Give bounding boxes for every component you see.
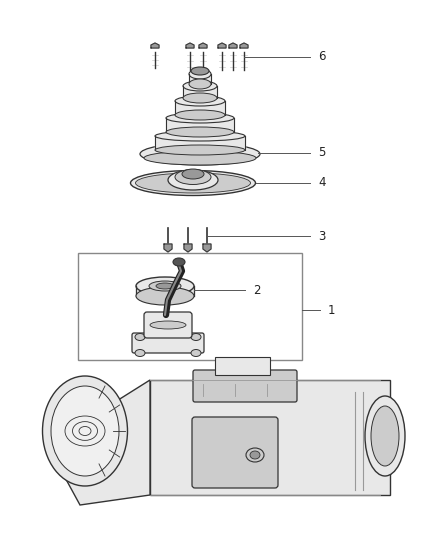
Text: 1: 1 (328, 303, 336, 317)
Ellipse shape (182, 169, 204, 179)
Polygon shape (151, 43, 159, 48)
Ellipse shape (135, 334, 145, 341)
Ellipse shape (166, 113, 234, 123)
Polygon shape (189, 74, 211, 84)
Polygon shape (184, 244, 192, 252)
Ellipse shape (136, 277, 194, 295)
FancyBboxPatch shape (132, 333, 204, 353)
Ellipse shape (135, 173, 251, 193)
Ellipse shape (42, 376, 127, 486)
Bar (150, 380, 390, 495)
Ellipse shape (144, 151, 256, 165)
Ellipse shape (183, 81, 217, 91)
Polygon shape (175, 101, 225, 115)
FancyBboxPatch shape (192, 417, 278, 488)
Ellipse shape (183, 93, 217, 103)
Polygon shape (136, 286, 194, 296)
Ellipse shape (175, 96, 225, 106)
Ellipse shape (51, 386, 119, 476)
Polygon shape (186, 43, 194, 48)
Text: 5: 5 (318, 147, 325, 159)
Text: 3: 3 (318, 230, 325, 243)
Text: 4: 4 (318, 176, 325, 190)
Polygon shape (166, 118, 234, 132)
Ellipse shape (156, 283, 174, 289)
FancyBboxPatch shape (144, 312, 192, 338)
Polygon shape (229, 43, 237, 48)
Ellipse shape (365, 396, 405, 476)
Polygon shape (155, 136, 245, 150)
Ellipse shape (131, 171, 255, 196)
Polygon shape (50, 380, 150, 505)
Ellipse shape (189, 79, 211, 89)
Text: 2: 2 (253, 284, 261, 296)
Ellipse shape (166, 127, 234, 137)
Bar (78, 253, 302, 360)
FancyBboxPatch shape (193, 370, 297, 402)
Polygon shape (199, 43, 207, 48)
Ellipse shape (191, 334, 201, 341)
Polygon shape (218, 43, 226, 48)
Ellipse shape (191, 67, 209, 75)
Polygon shape (203, 244, 211, 252)
Ellipse shape (136, 287, 194, 305)
Polygon shape (164, 244, 172, 252)
Bar (215, 357, 270, 375)
Ellipse shape (173, 258, 185, 266)
Ellipse shape (175, 110, 225, 120)
Polygon shape (183, 86, 217, 98)
Ellipse shape (191, 350, 201, 357)
Ellipse shape (246, 448, 264, 462)
Ellipse shape (371, 406, 399, 466)
Ellipse shape (140, 143, 260, 165)
Ellipse shape (149, 281, 181, 291)
Ellipse shape (168, 170, 218, 190)
Ellipse shape (250, 451, 260, 459)
Ellipse shape (150, 321, 186, 329)
Ellipse shape (155, 145, 245, 155)
Ellipse shape (155, 131, 245, 141)
Ellipse shape (135, 350, 145, 357)
Ellipse shape (189, 69, 211, 79)
Ellipse shape (175, 169, 211, 184)
Polygon shape (240, 43, 248, 48)
Text: 6: 6 (318, 51, 325, 63)
